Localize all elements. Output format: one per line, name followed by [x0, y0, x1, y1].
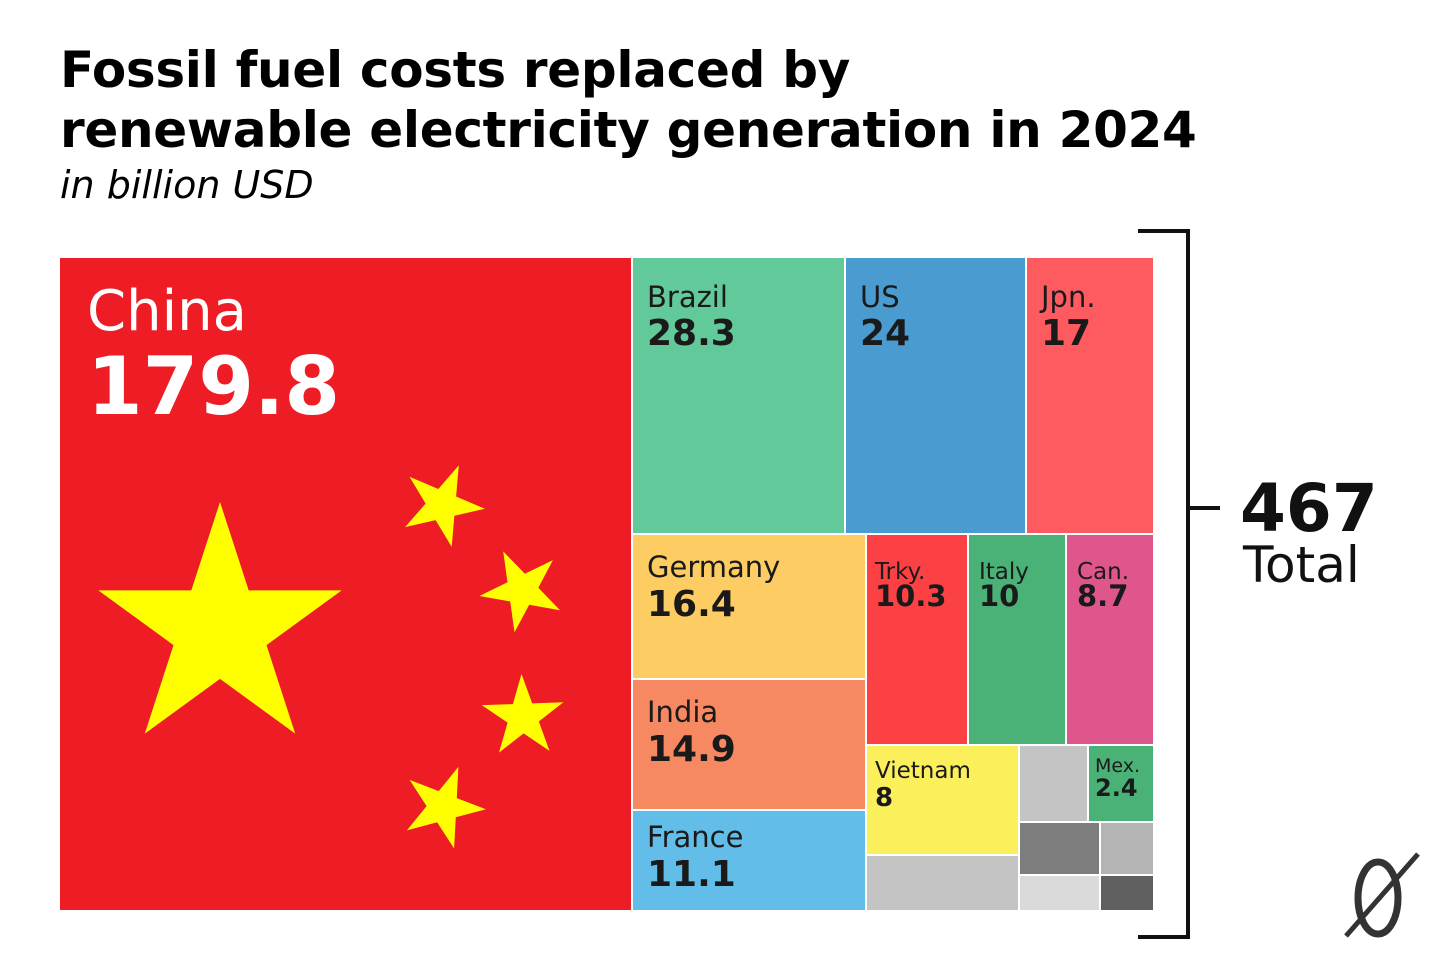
label-germany: Germany	[647, 550, 780, 584]
cell-unlabeled-2	[1018, 744, 1089, 823]
chart-title: Fossil fuel costs replaced by renewable …	[60, 40, 1197, 160]
treemap-cells	[58, 256, 1155, 912]
cell-unlabeled-3	[1018, 821, 1101, 876]
cell-italy	[967, 533, 1067, 746]
label-france: France	[647, 820, 743, 854]
value-india: 14.9	[647, 729, 736, 770]
cell-trky	[865, 533, 969, 746]
flag-small-star-4	[406, 766, 486, 849]
cell-unlabeled-4	[1099, 821, 1155, 876]
label-brazil: Brazil	[647, 280, 728, 314]
label-jpn: Jpn.	[1039, 280, 1096, 314]
value-mex: 2.4	[1095, 774, 1138, 802]
flag-small-star-1	[405, 465, 485, 547]
value-can: 8.7	[1077, 579, 1128, 613]
cell-unlabeled-6	[1099, 874, 1155, 912]
cell-mex	[1087, 744, 1155, 823]
flag-small-star-3	[481, 674, 564, 753]
value-china: 179.8	[87, 340, 340, 433]
cell-india	[631, 678, 867, 811]
value-trky: 10.3	[875, 579, 947, 613]
publisher-logo	[1344, 852, 1420, 938]
total-bracket	[1138, 229, 1220, 939]
cell-can	[1065, 533, 1155, 746]
chart-title-line1: Fossil fuel costs replaced by	[60, 41, 850, 99]
label-trky: Trky.	[874, 559, 925, 585]
label-vietnam: Vietnam	[875, 758, 971, 784]
label-mex: Mex.	[1095, 755, 1140, 777]
value-france: 11.1	[647, 854, 736, 895]
value-jpn: 17	[1041, 313, 1091, 354]
chart-title-line2: renewable electricity generation in 2024	[60, 101, 1197, 159]
flag-large-star	[98, 502, 342, 734]
value-us: 24	[860, 313, 910, 354]
chart-subtitle: in billion USD	[60, 163, 314, 207]
cell-unlabeled-5	[1018, 874, 1101, 912]
label-china: China	[87, 279, 247, 344]
flag-small-star-2	[479, 551, 560, 633]
label-can: Can.	[1077, 559, 1129, 585]
cell-unlabeled-1	[865, 854, 1020, 912]
label-india: India	[647, 695, 718, 729]
total-label: Total	[1243, 536, 1360, 594]
total-value: 467	[1240, 470, 1378, 547]
label-us: US	[860, 280, 900, 314]
china-flag-stars	[98, 465, 564, 849]
label-italy: Italy	[979, 559, 1029, 585]
cell-vietnam	[865, 744, 1020, 856]
cell-france	[631, 809, 867, 912]
value-vietnam: 8	[875, 783, 893, 813]
value-italy: 10	[979, 579, 1019, 613]
value-brazil: 28.3	[647, 313, 736, 354]
value-germany: 16.4	[647, 584, 736, 625]
